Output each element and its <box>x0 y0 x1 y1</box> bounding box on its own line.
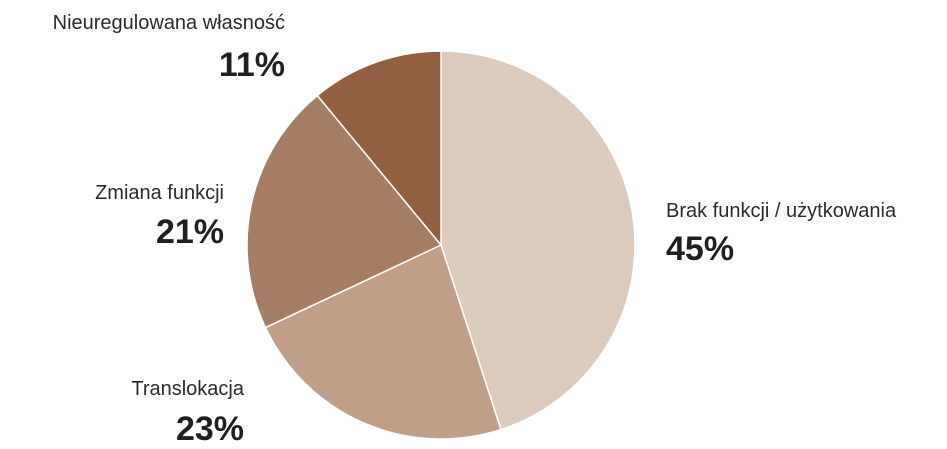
pie-slice-nieuregulowana-wlasnosc <box>316 50 442 248</box>
slice-value-translokacja: 23% <box>175 410 244 448</box>
slice-label-zmiana-funkcji: Zmiana funkcji <box>95 182 224 204</box>
pie-slice-translokacja <box>264 243 502 440</box>
slice-value-brak-funkcji: 45% <box>666 230 735 268</box>
pie-slice-zmiana-funkcji <box>246 94 443 329</box>
slice-label-brak-funkcji: Brak funkcji / użytkowania <box>666 200 897 222</box>
slice-value-nieuregulowana-wlasnosc: 11% <box>218 46 285 84</box>
slice-label-translokacja: Translokacja <box>131 378 244 400</box>
slice-label-nieuregulowana-wlasnosc: Nieuregulowana własność <box>52 12 285 34</box>
slice-value-zmiana-funkcji: 21% <box>155 213 224 251</box>
pie-slice-brak-funkcji <box>440 50 636 431</box>
